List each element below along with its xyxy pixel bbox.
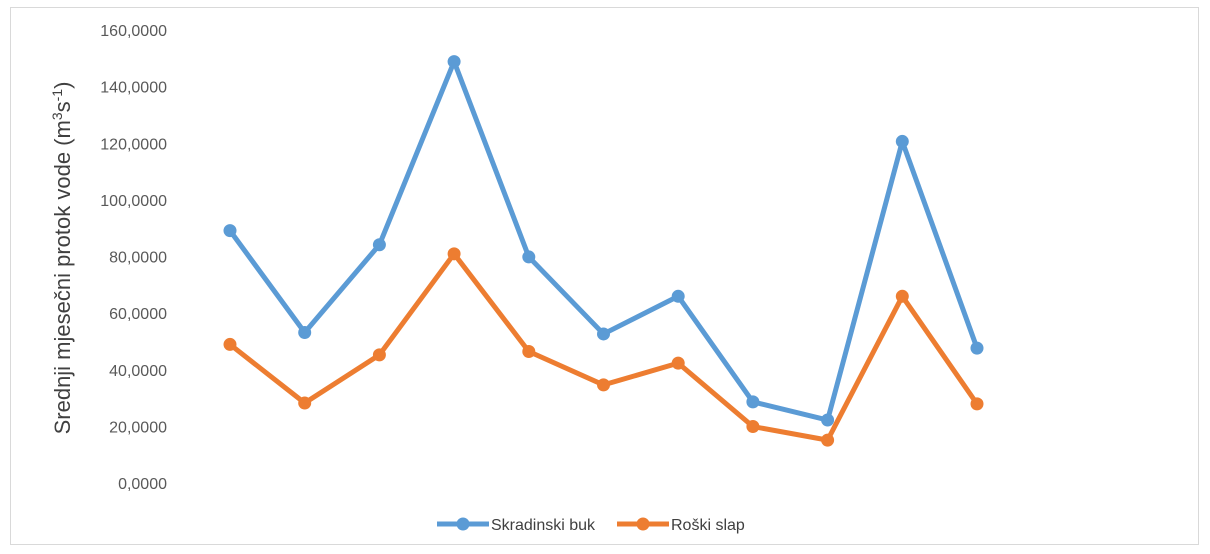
data-point xyxy=(671,356,685,370)
data-point xyxy=(597,378,610,392)
data-point xyxy=(447,55,461,69)
y-axis-ticks: 0,0000 20,0000 40,0000 60,0000 80,0000 100,00… xyxy=(100,23,167,493)
data-point xyxy=(223,224,237,238)
series-0 xyxy=(223,55,984,427)
series-1 xyxy=(223,247,984,447)
data-point xyxy=(223,337,237,351)
y-tick-label: 80,0000 xyxy=(109,250,167,267)
y-tick-label: 0,0000 xyxy=(118,476,167,493)
y-tick-label: 100,0000 xyxy=(100,193,167,210)
y-axis-title-base: Srednji mjesečni protok vode (m xyxy=(50,120,75,434)
y-axis-title-end: ) xyxy=(50,82,75,89)
data-point xyxy=(447,247,461,261)
y-axis-title-mid: s xyxy=(50,101,75,112)
legend-label: Skradinski buk xyxy=(491,517,596,534)
data-point xyxy=(895,134,909,148)
legend: Skradinski buk Roški slap xyxy=(437,517,745,534)
y-tick-label: 160,0000 xyxy=(100,23,167,40)
data-point xyxy=(372,238,386,252)
data-point xyxy=(746,395,760,409)
y-axis-title-sup2: -1 xyxy=(49,89,65,102)
data-point xyxy=(821,433,835,447)
data-point xyxy=(522,250,536,264)
legend-entry: Skradinski buk xyxy=(437,517,596,534)
y-axis-title: Srednji mjesečni protok vode (m3s-1) xyxy=(49,82,75,435)
data-point xyxy=(895,289,909,303)
data-point xyxy=(597,327,610,341)
chart-frame xyxy=(10,7,1199,545)
data-point xyxy=(298,396,312,410)
data-point xyxy=(522,344,536,358)
series-layer xyxy=(223,55,984,447)
y-tick-label: 20,0000 xyxy=(109,419,167,436)
data-point xyxy=(970,341,984,355)
legend-point-marker xyxy=(636,517,650,531)
legend-entry: Roški slap xyxy=(617,517,745,534)
data-point xyxy=(821,413,835,427)
data-point xyxy=(298,326,312,340)
data-point xyxy=(671,289,685,303)
y-tick-label: 120,0000 xyxy=(100,136,167,153)
y-tick-label: 140,0000 xyxy=(100,80,167,97)
data-point xyxy=(970,397,984,411)
data-point xyxy=(372,348,386,362)
y-tick-label: 40,0000 xyxy=(109,363,167,380)
legend-label: Roški slap xyxy=(671,517,745,534)
data-point xyxy=(746,420,760,434)
y-tick-label: 60,0000 xyxy=(109,306,167,323)
y-axis-title-sup1: 3 xyxy=(49,112,65,120)
legend-point-marker xyxy=(456,517,470,531)
